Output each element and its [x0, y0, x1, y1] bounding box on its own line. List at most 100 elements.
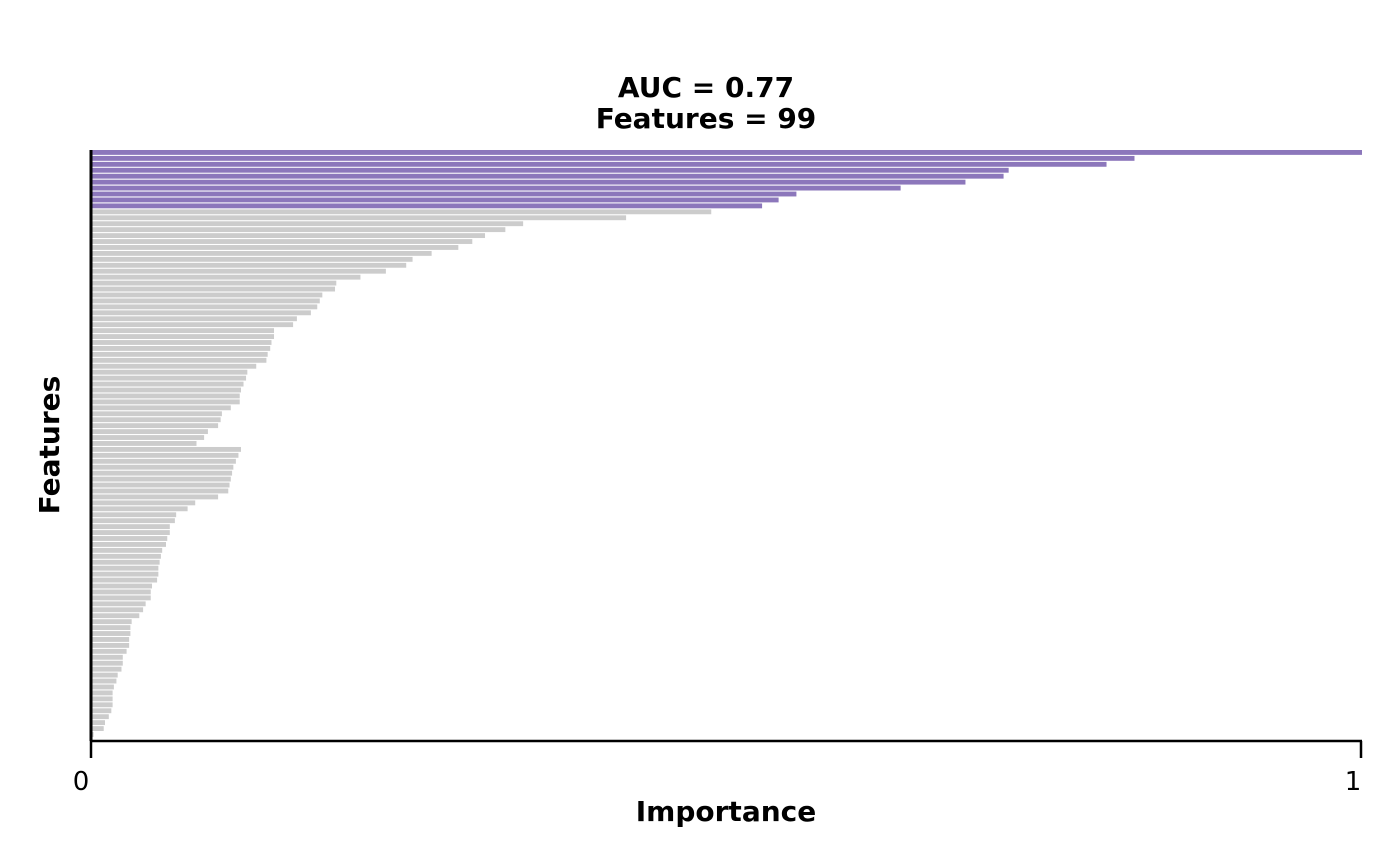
bar-59 — [91, 494, 219, 500]
bar-58 — [91, 488, 229, 494]
bar-21 — [91, 268, 386, 274]
bar-14 — [91, 227, 506, 233]
bar-17 — [91, 245, 459, 250]
bar-15 — [91, 233, 486, 239]
y-axis-label: Features — [33, 376, 66, 515]
bar-96 — [91, 714, 109, 720]
bar-75 — [91, 589, 151, 595]
bar-23 — [91, 280, 337, 286]
bar-7 — [91, 185, 901, 191]
bar-22 — [91, 274, 361, 280]
bar-40 — [91, 381, 244, 387]
bars-group — [91, 150, 1362, 737]
x-axis-label: Importance — [636, 795, 816, 828]
bar-88 — [91, 666, 122, 672]
bar-1 — [91, 150, 1362, 155]
bar-41 — [91, 387, 241, 393]
bar-62 — [91, 512, 177, 518]
bar-77 — [91, 601, 146, 607]
bar-36 — [91, 357, 267, 363]
bar-27 — [91, 304, 318, 310]
bar-87 — [91, 660, 123, 666]
bar-9 — [91, 197, 779, 203]
bar-4 — [91, 167, 1009, 173]
bar-73 — [91, 577, 158, 583]
bar-84 — [91, 642, 130, 648]
bar-24 — [91, 286, 336, 292]
bar-95 — [91, 708, 112, 714]
bar-66 — [91, 536, 168, 541]
bar-6 — [91, 179, 966, 185]
bar-35 — [91, 351, 268, 357]
bar-78 — [91, 607, 144, 613]
bar-79 — [91, 613, 140, 619]
bar-51 — [91, 446, 241, 452]
bar-34 — [91, 346, 271, 351]
bar-92 — [91, 690, 113, 696]
bar-63 — [91, 518, 175, 524]
bar-33 — [91, 340, 272, 345]
bar-12 — [91, 215, 627, 221]
bar-3 — [91, 161, 1107, 167]
bar-11 — [91, 209, 712, 215]
bar-80 — [91, 619, 132, 625]
bar-18 — [91, 250, 432, 256]
x-tick-label-1: 1 — [1345, 767, 1362, 797]
bar-31 — [91, 328, 275, 334]
bar-43 — [91, 399, 240, 405]
bar-91 — [91, 684, 114, 690]
bar-13 — [91, 221, 524, 227]
bar-28 — [91, 310, 311, 316]
chart-title-line-2: Features = 99 — [596, 102, 817, 135]
bar-89 — [91, 672, 118, 678]
bar-37 — [91, 363, 257, 369]
bar-93 — [91, 696, 113, 702]
bar-50 — [91, 441, 197, 446]
bar-98 — [91, 726, 104, 731]
bar-25 — [91, 292, 323, 298]
bar-5 — [91, 173, 1004, 179]
bar-74 — [91, 583, 153, 589]
chart-title-line-1: AUC = 0.77 — [618, 71, 794, 104]
bar-70 — [91, 559, 160, 565]
bar-29 — [91, 316, 297, 322]
bar-38 — [91, 369, 248, 375]
bar-76 — [91, 595, 151, 601]
bar-81 — [91, 625, 131, 631]
bar-90 — [91, 678, 117, 684]
x-tick-label-0: 0 — [73, 767, 90, 797]
bar-10 — [91, 203, 763, 209]
bar-16 — [91, 239, 473, 244]
bar-19 — [91, 256, 413, 262]
bar-39 — [91, 375, 247, 381]
bar-8 — [91, 191, 797, 197]
bar-85 — [91, 648, 127, 654]
bar-69 — [91, 553, 161, 559]
bar-47 — [91, 423, 219, 429]
bar-49 — [91, 435, 205, 440]
bar-53 — [91, 458, 236, 464]
bar-20 — [91, 262, 407, 268]
bar-68 — [91, 547, 163, 553]
bar-55 — [91, 470, 233, 476]
bar-61 — [91, 506, 188, 512]
bar-26 — [91, 298, 320, 304]
bar-45 — [91, 411, 222, 417]
bar-86 — [91, 654, 123, 660]
bar-72 — [91, 571, 159, 577]
bar-30 — [91, 322, 294, 328]
bar-60 — [91, 500, 196, 506]
bar-48 — [91, 429, 208, 435]
bar-42 — [91, 393, 240, 399]
bar-57 — [91, 482, 230, 488]
bar-97 — [91, 720, 105, 726]
bar-52 — [91, 452, 239, 458]
bar-2 — [91, 155, 1135, 161]
bar-46 — [91, 417, 221, 423]
bar-64 — [91, 524, 170, 530]
bar-54 — [91, 464, 234, 470]
bar-67 — [91, 542, 166, 547]
bar-56 — [91, 476, 231, 482]
bar-83 — [91, 637, 130, 642]
